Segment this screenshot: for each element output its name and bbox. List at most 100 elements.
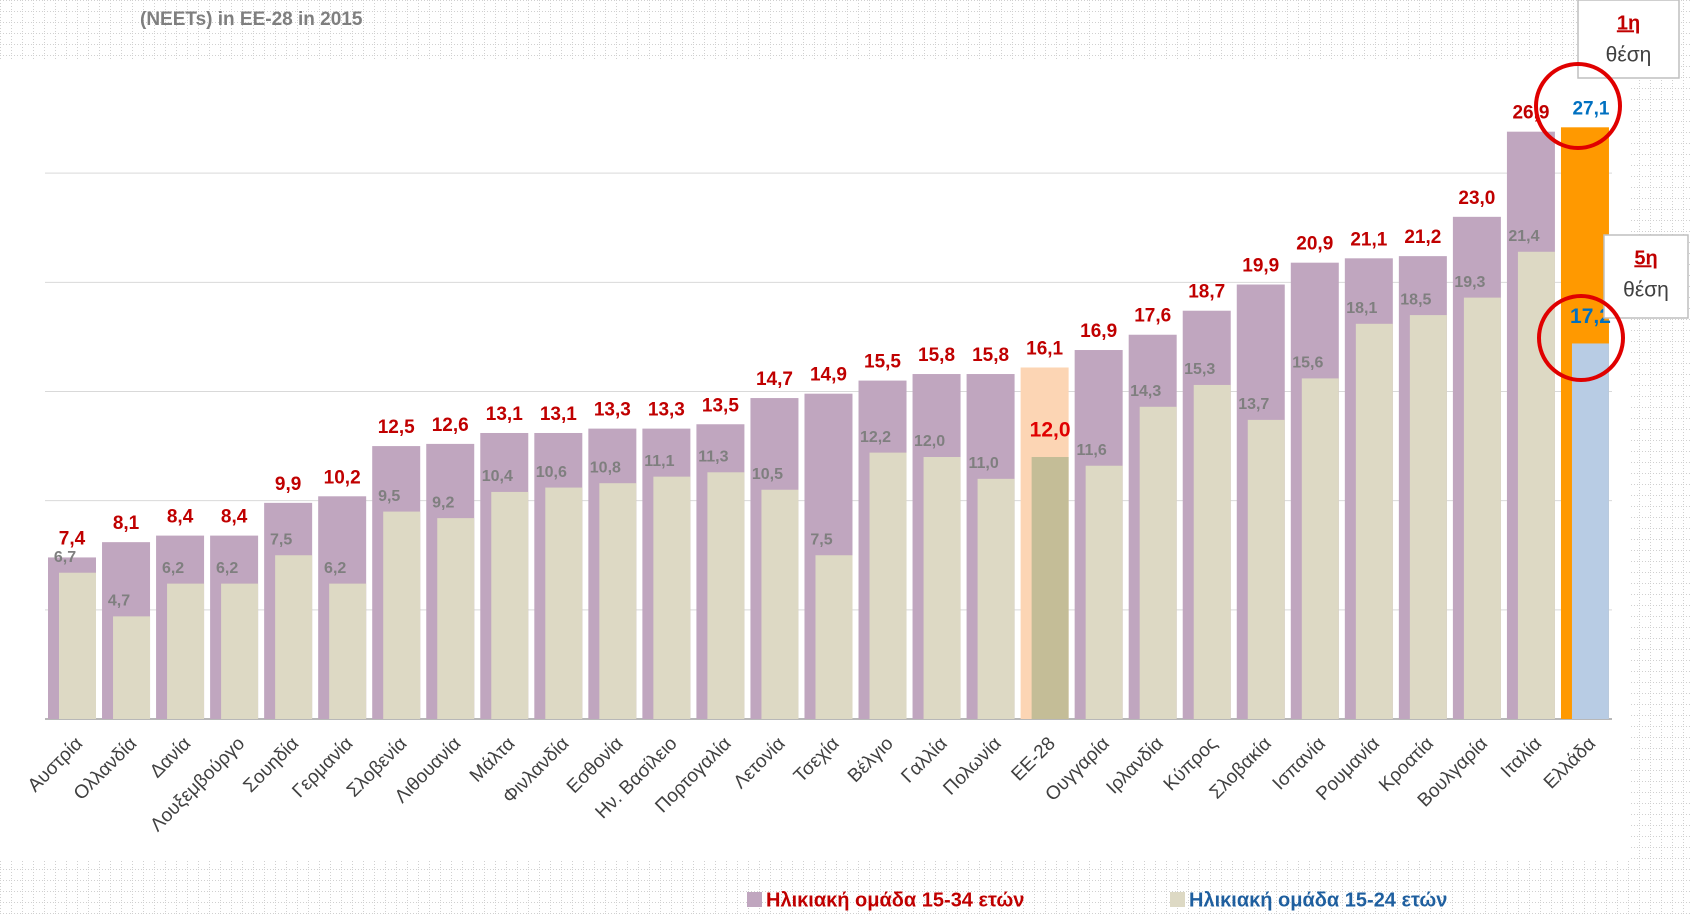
highlight-circle <box>1537 294 1625 382</box>
data-label: 12,5 <box>378 417 415 438</box>
data-label: 14,7 <box>756 369 793 390</box>
data-label: 11,1 <box>644 453 674 470</box>
bar <box>599 483 637 719</box>
data-label: 27,1 <box>1572 98 1609 119</box>
bar <box>491 491 529 719</box>
data-label: 10,8 <box>590 459 621 476</box>
data-label: 15,8 <box>918 345 955 366</box>
data-label: 15,8 <box>972 345 1009 366</box>
data-label: 9,2 <box>432 494 454 511</box>
annotation-rank: 1η <box>1617 12 1640 34</box>
bar <box>1409 315 1447 719</box>
data-label: 11,0 <box>968 455 998 472</box>
bar <box>1355 323 1393 719</box>
bar <box>545 487 583 719</box>
data-label: 12,0 <box>1030 419 1071 442</box>
data-label: 10,6 <box>536 464 567 481</box>
bar <box>653 476 691 719</box>
data-label: 11,3 <box>698 449 728 466</box>
bar <box>383 511 421 719</box>
bar <box>329 583 367 719</box>
data-label: 13,1 <box>486 404 523 425</box>
chart-title: (NEETs) in EE-28 in 2015 <box>140 9 363 30</box>
data-label: 13,1 <box>540 404 577 425</box>
data-label: 21,2 <box>1404 227 1441 248</box>
data-label: 12,6 <box>432 415 469 436</box>
data-label: 21,1 <box>1350 229 1387 250</box>
legend-label: Ηλικιακή ομάδα 15-24 ετών <box>1189 889 1447 911</box>
bar <box>113 616 151 719</box>
bar <box>1031 457 1069 719</box>
bar <box>707 472 745 719</box>
data-label: 26,9 <box>1512 103 1549 124</box>
data-label: 6,7 <box>54 549 76 566</box>
annotation-rank: 5η <box>1634 247 1657 269</box>
data-label: 12,2 <box>860 429 891 446</box>
bar <box>275 555 313 719</box>
bar <box>1301 378 1339 719</box>
legend-swatch <box>747 892 762 907</box>
data-label: 8,1 <box>113 513 140 534</box>
plot: 7,4 8,1 8,4 8,4 9,9 10,2 12,5 12,6 13,1 13,1 13,3 1… <box>24 0 1689 911</box>
data-label: 9,5 <box>378 488 400 505</box>
data-label: 19,9 <box>1242 256 1279 277</box>
data-label: 15,3 <box>1184 361 1215 378</box>
data-label: 8,4 <box>167 507 194 528</box>
data-label: 21,4 <box>1508 228 1539 245</box>
data-label: 4,7 <box>108 593 130 610</box>
data-label: 19,3 <box>1454 274 1485 291</box>
data-label: 6,2 <box>324 560 346 577</box>
bar <box>1139 406 1177 719</box>
legend-swatch <box>1170 892 1185 907</box>
bar <box>1571 343 1609 719</box>
bar <box>167 583 205 719</box>
bar <box>1193 384 1231 719</box>
data-label: 9,9 <box>275 474 301 495</box>
data-label: 13,5 <box>702 395 739 416</box>
data-label: 10,2 <box>324 467 361 488</box>
highlight-circle <box>1534 62 1622 150</box>
data-label: 17,2 <box>1570 305 1611 328</box>
annotation-box <box>1603 234 1689 319</box>
bar <box>869 452 907 719</box>
bar <box>221 583 259 719</box>
bar <box>1247 419 1285 719</box>
bar <box>1085 465 1123 719</box>
data-label: 7,5 <box>810 531 832 548</box>
data-label: 10,5 <box>752 466 783 483</box>
bar <box>437 518 475 719</box>
bar <box>761 489 799 719</box>
data-label: 7,5 <box>270 531 292 548</box>
data-label: 8,4 <box>221 507 248 528</box>
data-label: 23,0 <box>1458 188 1495 209</box>
bar <box>815 555 853 719</box>
data-label: 16,1 <box>1026 338 1063 359</box>
data-label: 6,2 <box>216 560 238 577</box>
data-label: 13,3 <box>648 400 685 421</box>
data-label: 12,0 <box>914 433 945 450</box>
data-label: 10,4 <box>482 468 513 485</box>
data-label: 20,9 <box>1296 234 1333 255</box>
data-label: 13,7 <box>1238 396 1269 413</box>
data-label: 13,3 <box>594 400 631 421</box>
annotation-text: θέση <box>1623 279 1669 302</box>
data-label: 6,2 <box>162 560 184 577</box>
data-label: 14,9 <box>810 365 847 386</box>
data-label: 18,1 <box>1346 300 1377 317</box>
data-label: 18,5 <box>1400 291 1431 308</box>
bar <box>1517 251 1555 719</box>
data-label: 7,4 <box>59 528 86 549</box>
data-label: 18,7 <box>1188 282 1225 303</box>
data-label: 15,6 <box>1292 355 1323 372</box>
bar <box>923 457 961 719</box>
data-label: 17,6 <box>1134 306 1171 327</box>
bar <box>1463 297 1501 719</box>
annotation-box <box>1577 0 1680 79</box>
data-label: 15,5 <box>864 352 901 373</box>
bar <box>977 478 1015 719</box>
bar <box>59 572 96 719</box>
data-label: 11,6 <box>1077 442 1107 459</box>
data-label: 16,9 <box>1080 321 1117 342</box>
